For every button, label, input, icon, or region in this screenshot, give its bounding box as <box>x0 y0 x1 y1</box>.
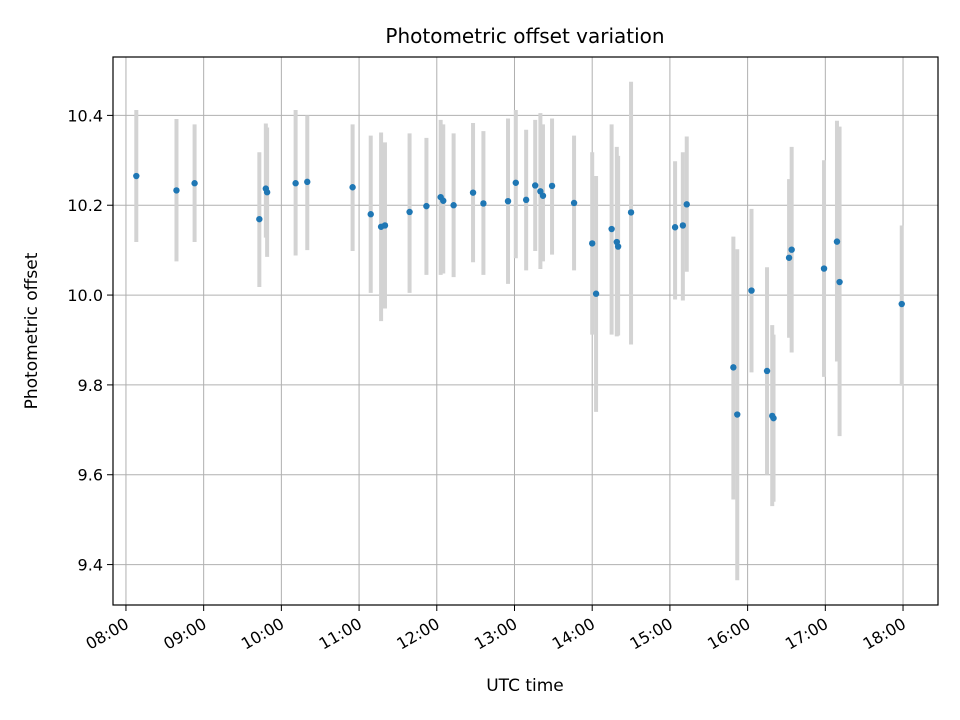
data-point <box>539 192 547 199</box>
y-axis: 9.4 9.6 9.8 10.0 10.2 10.4 <box>67 106 113 575</box>
data-point <box>588 240 596 247</box>
chart-title: Photometric offset variation <box>385 24 664 48</box>
data-point <box>512 179 519 186</box>
data-point <box>548 182 556 190</box>
data-point <box>292 180 299 187</box>
data-point <box>683 201 690 208</box>
data-point <box>367 211 374 218</box>
data-point <box>440 197 447 204</box>
data-point <box>898 300 905 308</box>
data-point <box>406 208 413 216</box>
data-point <box>133 172 140 180</box>
data-point <box>469 189 477 196</box>
y-tick-label: 9.4 <box>78 556 103 575</box>
y-tick-label: 10.4 <box>67 106 103 125</box>
data-point <box>836 278 843 286</box>
data-point <box>381 222 389 229</box>
data-point <box>730 364 737 371</box>
data-point <box>748 287 755 294</box>
data-point <box>671 224 679 231</box>
data-point <box>423 202 430 210</box>
plot-frame <box>112 56 939 606</box>
data-point <box>304 178 311 186</box>
data-point <box>614 243 622 250</box>
y-tick-label: 9.8 <box>78 376 103 395</box>
data-points <box>133 172 905 422</box>
y-axis-title: Photometric offset <box>22 252 42 409</box>
data-point <box>173 187 180 194</box>
data-point <box>480 200 487 207</box>
data-point <box>608 225 615 233</box>
data-point <box>833 238 841 245</box>
x-axis-title: UTC time <box>486 676 564 696</box>
data-point <box>256 215 263 223</box>
data-point <box>263 189 271 196</box>
data-point <box>450 202 457 209</box>
data-point <box>570 199 578 207</box>
y-tick-label: 9.6 <box>78 466 103 485</box>
data-point <box>820 265 828 272</box>
data-point <box>349 184 356 191</box>
data-point <box>627 209 635 216</box>
data-point <box>592 290 600 297</box>
data-point <box>770 414 777 422</box>
data-point <box>788 246 795 253</box>
data-point <box>532 182 539 189</box>
y-tick-label: 10.2 <box>67 196 103 215</box>
data-point <box>763 367 771 375</box>
data-point <box>191 180 198 187</box>
data-point <box>504 197 512 205</box>
data-point <box>785 254 793 261</box>
data-point <box>522 196 530 204</box>
data-point <box>679 222 687 229</box>
data-point <box>734 411 741 418</box>
y-tick-label: 10.0 <box>67 286 103 305</box>
